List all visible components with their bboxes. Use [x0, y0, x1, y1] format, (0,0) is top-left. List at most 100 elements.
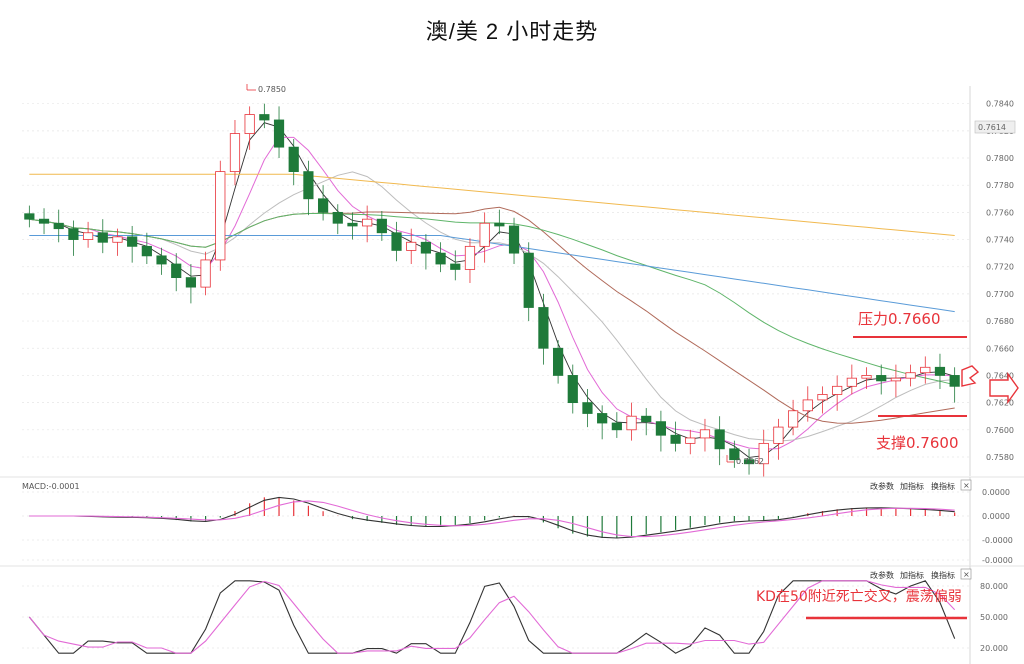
kd-add-indicator-button[interactable]: 加指标	[900, 570, 924, 580]
candle-body	[934, 366, 946, 376]
candle-body	[24, 213, 35, 220]
candle-body	[905, 372, 916, 379]
candle-body	[259, 114, 270, 121]
candle-body	[406, 241, 417, 251]
macd-close-button[interactable]	[960, 479, 972, 491]
macd-switch-indicator-button[interactable]: 换指标	[931, 481, 955, 491]
kd-panel: 改参数 加指标 换指标 × 80.000 50.000 20.000 KD在50附近…	[0, 565, 1024, 664]
candle-body	[273, 119, 285, 148]
candle-body	[523, 252, 534, 308]
candle-body	[435, 252, 446, 265]
candle-body	[156, 255, 167, 265]
y-tick-label: 0.7840	[986, 100, 1014, 109]
y-tick-label: 0.7640	[986, 371, 1014, 380]
kd-tick-label: 20.000	[980, 644, 1008, 653]
candle-body	[538, 307, 549, 349]
kd-switch-indicator-button[interactable]: 换指标	[931, 570, 955, 580]
candle-body	[494, 222, 505, 227]
candle-body	[626, 415, 637, 431]
kd-annotation: KD在50附近死亡交叉，震荡偏弱	[756, 588, 962, 605]
y-tick-label: 0.7780	[986, 181, 1014, 190]
candle-body	[920, 366, 931, 374]
gridlines	[22, 103, 970, 458]
candle-body	[743, 459, 755, 465]
y-tick-label: 0.7620	[986, 399, 1014, 408]
ma-pink-line	[29, 136, 955, 450]
y-tick-label: 0.7600	[986, 426, 1014, 435]
candle-body	[82, 232, 94, 240]
candle-body	[185, 277, 197, 288]
ma-blue-line	[29, 235, 955, 313]
candle-body	[347, 222, 358, 227]
ma-black-line	[29, 122, 955, 458]
y-tick-label: 0.7720	[986, 263, 1014, 272]
high-marker-label: 0.7850	[258, 85, 286, 94]
down-arrow-icon	[961, 365, 980, 387]
candle-body	[670, 434, 681, 444]
current-price-label: 0.7614	[978, 123, 1006, 132]
candle-body	[567, 375, 578, 404]
candle-body	[611, 422, 622, 431]
candle-body	[787, 410, 799, 428]
candle-body	[699, 429, 711, 439]
close-icon: ×	[963, 570, 970, 579]
y-tick-label: 0.7580	[986, 453, 1014, 462]
macd-tick-label: 0.0000	[982, 488, 1010, 497]
macd-tick-label: -0.0000	[982, 536, 1013, 545]
candle-body	[215, 171, 226, 261]
candle-body	[244, 114, 255, 134]
kd-param-button[interactable]: 改参数	[870, 570, 894, 580]
right-arrow-icon	[989, 371, 1019, 405]
macd-gridlines	[22, 491, 970, 561]
macd-lines	[29, 496, 955, 539]
candle-body	[420, 241, 432, 254]
candle-body	[890, 377, 902, 382]
main-price-panel: 0.78400.78200.78000.77800.77600.77400.77…	[22, 84, 1019, 478]
candle-body	[464, 245, 476, 270]
macd-dea-line	[29, 500, 955, 538]
candle-body	[949, 375, 960, 387]
candle-body	[861, 375, 872, 379]
kd-lines	[28, 580, 956, 654]
candle-body	[376, 218, 387, 234]
kd-tick-label: 80.000	[980, 582, 1008, 591]
candle-body	[391, 232, 402, 251]
moving-average-lines	[29, 122, 955, 458]
ma-orange-line	[29, 173, 955, 236]
candle-body	[229, 133, 241, 173]
candle-body	[685, 437, 696, 444]
candle-body	[817, 394, 828, 401]
candle-body	[758, 442, 769, 465]
kd-y-ticks: 80.000 50.000 20.000	[980, 582, 1008, 653]
candle-body	[332, 211, 343, 224]
y-tick-label: 0.7760	[986, 208, 1014, 217]
candle-body	[362, 218, 373, 227]
kd-close-button[interactable]	[960, 568, 972, 580]
macd-param-button[interactable]: 改参数	[870, 481, 894, 491]
candle-body	[876, 375, 887, 382]
candle-body	[450, 263, 461, 270]
resistance-label: 压力0.7660	[858, 310, 941, 328]
ma-green-line	[29, 213, 955, 386]
candle-body	[317, 198, 329, 213]
candle-body	[68, 228, 79, 240]
candle-body	[582, 402, 593, 414]
macd-label: MACD:-0.0001	[22, 482, 80, 491]
candle-body	[38, 218, 50, 224]
candle-body	[53, 222, 64, 230]
candle-body	[802, 399, 813, 412]
y-tick-label: 0.7800	[986, 154, 1014, 163]
chart-title: 澳/美 2 小时走势	[425, 19, 599, 44]
y-tick-label: 0.7740	[986, 236, 1014, 245]
macd-add-indicator-button[interactable]: 加指标	[900, 481, 924, 491]
candle-body	[127, 236, 138, 247]
macd-panel: MACD:-0.0001 改参数 加指标 换指标 × 0.0000 0.0000 -…	[0, 476, 1024, 566]
candle-body	[171, 263, 182, 279]
current-price-box	[974, 120, 1016, 134]
macd-dif-line	[29, 496, 955, 539]
y-tick-label: 0.7660	[986, 344, 1014, 353]
candle-body	[655, 421, 667, 436]
y-tick-label: 0.7680	[986, 317, 1014, 326]
kd-tick-label: 50.000	[980, 613, 1008, 622]
